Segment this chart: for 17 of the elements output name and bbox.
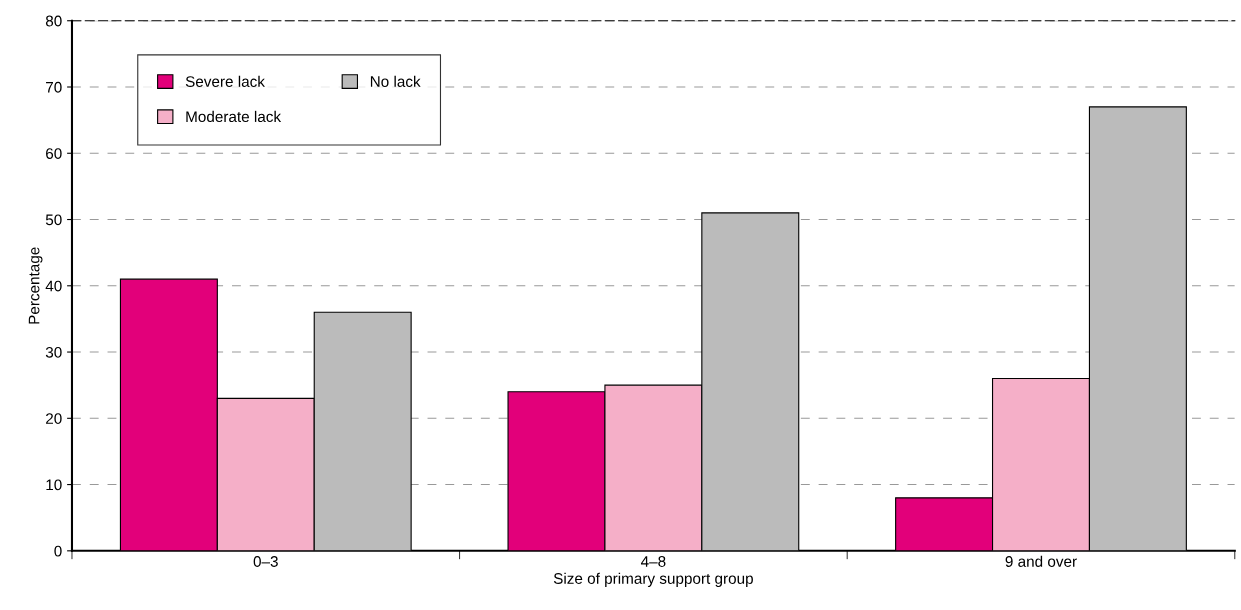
legend-label: No lack	[370, 75, 421, 87]
x-tick-label: 9 and over	[1005, 555, 1077, 567]
x-tick-label: 4–8	[640, 556, 666, 567]
y-tick-label: 50	[45, 214, 62, 226]
y-tick-label: 0	[54, 545, 62, 557]
y-tick-label: 70	[46, 81, 62, 93]
y-tick-label: 60	[46, 148, 62, 159]
y-tick-label: 10	[46, 479, 62, 491]
legend-label: Moderate lack	[186, 110, 282, 123]
x-axis-title: Size of primary support group	[553, 572, 753, 587]
y-tick-label: 40	[45, 280, 62, 292]
y-tick-label: 30	[45, 346, 62, 358]
legend-label: Severe lack	[185, 75, 265, 87]
y-tick-label: 20	[46, 413, 62, 424]
x-tick-label: 0–3	[253, 556, 278, 567]
y-axis-title: Percentage	[28, 247, 43, 324]
y-tick-label: 80	[45, 15, 62, 27]
